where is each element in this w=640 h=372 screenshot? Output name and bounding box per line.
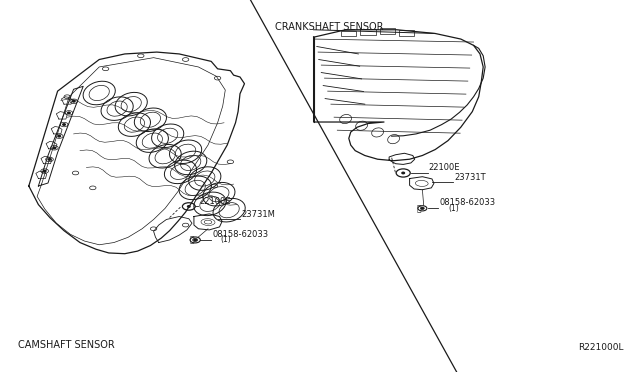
Text: 23731M: 23731M — [241, 210, 275, 219]
Text: 08158-62033: 08158-62033 — [212, 230, 269, 239]
Circle shape — [58, 135, 61, 137]
Text: Ⓑ: Ⓑ — [189, 236, 194, 245]
Circle shape — [402, 172, 404, 174]
Text: R221000L: R221000L — [579, 343, 624, 352]
Circle shape — [72, 100, 75, 102]
Circle shape — [53, 147, 56, 148]
Circle shape — [63, 124, 65, 125]
Circle shape — [48, 159, 51, 160]
Bar — [360, 29, 376, 35]
Bar — [399, 30, 414, 36]
Text: CAMSHAFT SENSOR: CAMSHAFT SENSOR — [18, 340, 115, 350]
Circle shape — [44, 170, 46, 172]
Text: Ⓑ: Ⓑ — [417, 204, 421, 213]
Text: (1): (1) — [221, 235, 232, 244]
Text: 22100E: 22100E — [200, 197, 231, 206]
Bar — [380, 28, 395, 34]
Text: 23731T: 23731T — [454, 173, 486, 182]
Circle shape — [422, 208, 424, 209]
Circle shape — [194, 239, 196, 241]
Text: 08158-62033: 08158-62033 — [440, 198, 496, 207]
Text: CRANKSHAFT SENSOR: CRANKSHAFT SENSOR — [275, 22, 384, 32]
Circle shape — [188, 206, 190, 207]
Bar — [341, 31, 356, 36]
Text: (1): (1) — [448, 204, 459, 213]
Circle shape — [68, 112, 70, 113]
Text: 22100E: 22100E — [429, 163, 460, 172]
